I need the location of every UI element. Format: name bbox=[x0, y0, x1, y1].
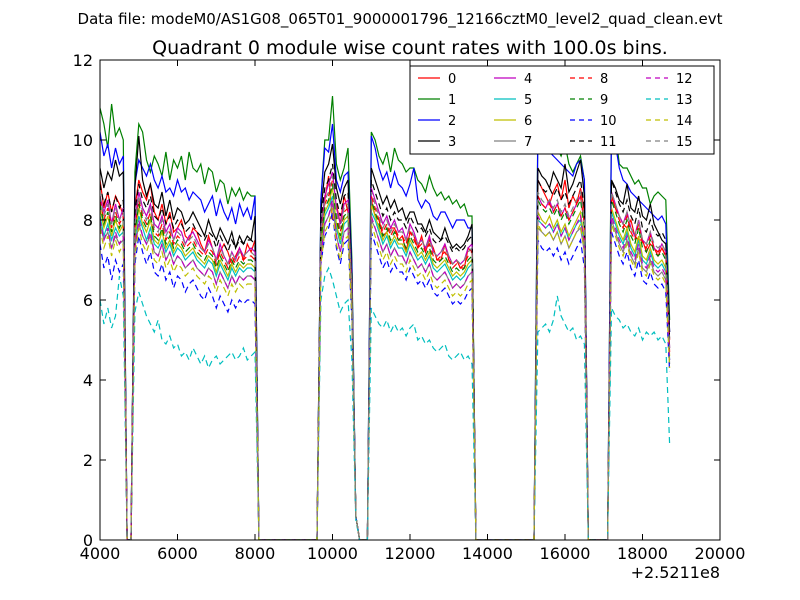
y-tick-label: 8 bbox=[83, 211, 93, 230]
series-line-11 bbox=[100, 163, 671, 540]
legend-label-5: 5 bbox=[524, 93, 532, 108]
x-tick-label: 16000 bbox=[540, 544, 591, 563]
series-line-5 bbox=[100, 195, 671, 540]
series-layer bbox=[100, 95, 671, 540]
series-line-13 bbox=[100, 266, 671, 540]
series-line-9 bbox=[100, 183, 671, 540]
y-tick-label: 6 bbox=[83, 291, 93, 310]
legend-label-10: 10 bbox=[600, 114, 617, 129]
x-offset-label: +2.5211e8 bbox=[631, 563, 720, 582]
y-tick-label: 4 bbox=[83, 371, 93, 390]
legend-label-0: 0 bbox=[448, 72, 456, 87]
x-tick-label: 6000 bbox=[157, 544, 198, 563]
series-line-1 bbox=[100, 95, 671, 540]
y-tick-label: 10 bbox=[73, 131, 93, 150]
y-tick-label: 2 bbox=[83, 451, 93, 470]
x-tick-label: 20000 bbox=[695, 544, 746, 563]
legend-label-2: 2 bbox=[448, 114, 456, 129]
legend-label-3: 3 bbox=[448, 135, 456, 150]
series-line-4 bbox=[100, 171, 671, 540]
legend-label-7: 7 bbox=[524, 135, 532, 150]
chart-suptitle: Data file: modeM0/AS1G08_065T01_90000017… bbox=[78, 10, 723, 29]
series-line-2 bbox=[100, 123, 671, 540]
y-tick-label: 12 bbox=[73, 51, 93, 70]
chart-title: Quadrant 0 module wise count rates with … bbox=[152, 37, 668, 59]
x-tick-label: 10000 bbox=[307, 544, 358, 563]
series-line-10 bbox=[100, 211, 671, 540]
series-line-15 bbox=[100, 175, 671, 540]
legend-label-1: 1 bbox=[448, 93, 456, 108]
series-line-14 bbox=[100, 207, 671, 540]
series-line-12 bbox=[100, 199, 671, 540]
x-tick-label: 4000 bbox=[80, 544, 121, 563]
legend-label-9: 9 bbox=[600, 93, 608, 108]
series-line-8 bbox=[100, 179, 671, 540]
x-tick-label: 12000 bbox=[385, 544, 436, 563]
x-tick-label: 14000 bbox=[462, 544, 513, 563]
series-line-6 bbox=[100, 187, 671, 540]
legend-label-14: 14 bbox=[676, 114, 693, 129]
legend-label-13: 13 bbox=[676, 93, 693, 108]
legend-label-15: 15 bbox=[676, 135, 693, 150]
axes-layer: 4000 6000 8000 10000 12000 14000 16000 18000 200… bbox=[73, 51, 746, 563]
legend-label-12: 12 bbox=[676, 72, 693, 87]
legend-label-11: 11 bbox=[600, 135, 617, 150]
y-tick-label: 0 bbox=[83, 531, 93, 550]
x-tick-label: 8000 bbox=[235, 544, 276, 563]
legend-label-8: 8 bbox=[600, 72, 608, 87]
x-tick-label: 18000 bbox=[617, 544, 668, 563]
legend-frame bbox=[409, 65, 715, 155]
series-line-0 bbox=[100, 175, 671, 540]
legend-label-4: 4 bbox=[524, 72, 532, 87]
series-line-3 bbox=[100, 135, 671, 540]
legend-label-6: 6 bbox=[524, 114, 532, 129]
